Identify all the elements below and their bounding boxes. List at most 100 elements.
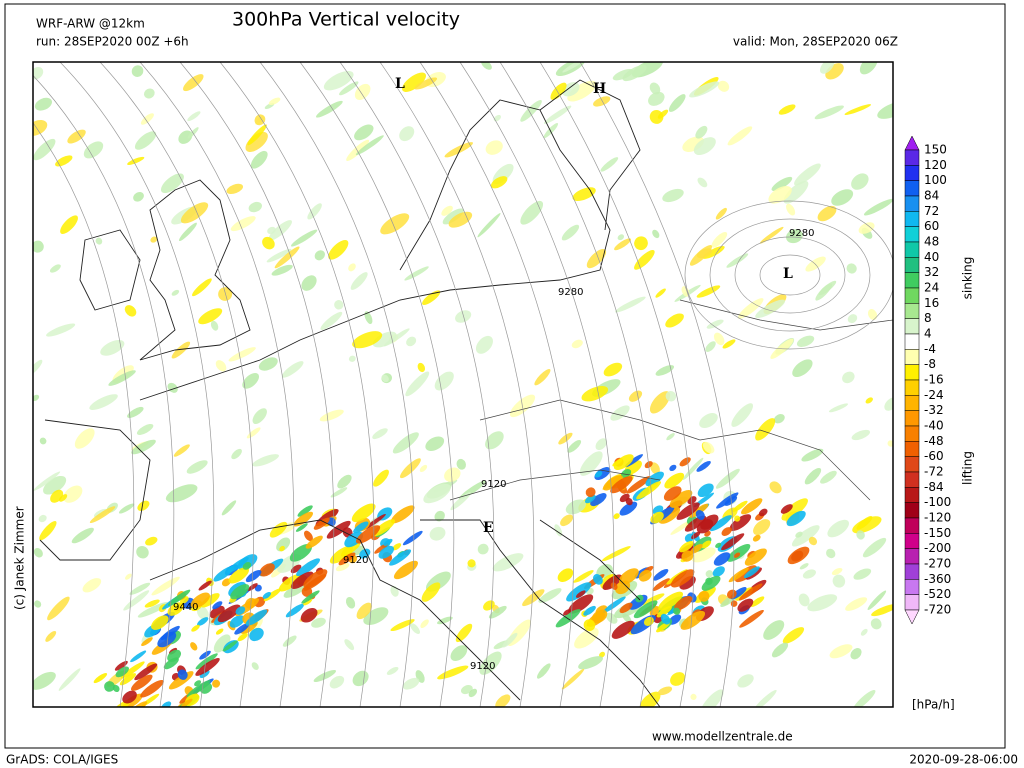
field-blob xyxy=(581,386,609,402)
colorbar-label: -72 xyxy=(924,465,944,479)
contour-line xyxy=(259,62,415,707)
field-blob xyxy=(796,335,815,347)
field-blob xyxy=(63,485,83,503)
field-blob xyxy=(383,328,410,347)
field-blob xyxy=(794,163,821,186)
field-blob xyxy=(753,519,771,536)
field-blob xyxy=(828,403,849,413)
field-blob xyxy=(492,553,524,572)
field-blob xyxy=(230,216,256,232)
field-blob xyxy=(112,684,120,693)
field-blob xyxy=(120,661,145,679)
field-blob xyxy=(853,568,872,580)
field-blob xyxy=(520,99,542,122)
field-blob xyxy=(39,437,47,445)
colorbar-box xyxy=(904,303,920,319)
field-blob xyxy=(865,397,873,404)
field-blob xyxy=(125,573,132,580)
field-blob xyxy=(680,610,706,630)
field-blob xyxy=(196,606,209,620)
field-blob xyxy=(157,631,177,648)
field-blob xyxy=(442,208,464,225)
field-blob xyxy=(301,590,320,604)
field-blob xyxy=(137,500,150,511)
field-blob xyxy=(134,663,158,681)
field-blob xyxy=(344,639,355,651)
field-blob xyxy=(444,142,474,158)
field-blob xyxy=(130,674,153,691)
colorbar-box xyxy=(904,563,920,580)
e-marker: E xyxy=(483,520,494,536)
colorbar-box xyxy=(904,165,920,181)
field-blob xyxy=(372,331,397,348)
contour-line xyxy=(33,74,175,707)
field-blob xyxy=(279,545,285,552)
field-blob xyxy=(437,665,469,680)
field-blob xyxy=(753,689,777,707)
field-blob xyxy=(210,320,219,331)
field-blob xyxy=(791,525,820,547)
field-blob xyxy=(670,672,686,686)
field-blob xyxy=(815,283,833,301)
field-blob xyxy=(372,519,396,537)
field-blob xyxy=(648,91,665,106)
field-blob xyxy=(167,602,184,616)
field-blob xyxy=(144,599,160,608)
field-blob xyxy=(414,77,438,90)
field-blob xyxy=(850,647,862,660)
lifting-label: lifting xyxy=(961,451,975,485)
field-blob xyxy=(151,576,180,596)
field-blob xyxy=(291,229,318,247)
field-blob xyxy=(93,673,108,684)
field-blob xyxy=(268,97,281,106)
field-blob xyxy=(399,458,421,479)
field-blob xyxy=(798,593,810,607)
field-blob xyxy=(108,370,136,386)
field-blob xyxy=(795,531,803,538)
coast-north xyxy=(139,99,611,401)
field-blob xyxy=(721,527,732,536)
field-blob xyxy=(245,131,268,152)
field-blob xyxy=(663,486,682,501)
field-blob xyxy=(662,188,684,203)
field-blob xyxy=(38,514,47,523)
field-blob xyxy=(304,530,313,542)
field-blob xyxy=(852,689,876,707)
field-blob xyxy=(258,357,278,371)
field-blob xyxy=(297,505,313,517)
field-blob xyxy=(33,359,43,376)
colorbar-box xyxy=(904,410,920,427)
field-blob xyxy=(213,634,231,653)
field-blob xyxy=(870,618,882,630)
field-blob xyxy=(639,691,661,707)
coast-scandinavia xyxy=(539,79,641,231)
field-blob xyxy=(665,313,684,328)
field-blob xyxy=(383,538,393,546)
field-blob xyxy=(355,135,384,156)
field-blob xyxy=(183,74,204,92)
field-blob xyxy=(593,574,603,585)
field-blob xyxy=(721,533,745,551)
field-blob xyxy=(610,405,630,421)
field-blob xyxy=(650,462,660,475)
field-blob xyxy=(711,231,728,248)
field-blob xyxy=(259,563,275,577)
field-blob xyxy=(664,472,685,489)
field-blob xyxy=(45,630,57,642)
field-blob xyxy=(119,673,136,686)
field-blob xyxy=(768,185,792,204)
field-blob xyxy=(437,616,453,625)
model-label: WRF-ARW @12km xyxy=(36,17,145,31)
field-blob xyxy=(705,570,714,578)
colorbar-box xyxy=(904,226,920,243)
field-blob xyxy=(634,236,648,251)
field-blob xyxy=(600,157,619,172)
field-blob xyxy=(726,589,737,599)
colorbar-label: 120 xyxy=(924,158,947,172)
field-blob xyxy=(404,266,429,281)
colorbar-label: 16 xyxy=(924,296,939,310)
field-blob xyxy=(140,113,154,125)
colorbar-label: 8 xyxy=(924,311,932,325)
field-blob xyxy=(851,173,869,190)
field-blob xyxy=(419,464,428,473)
